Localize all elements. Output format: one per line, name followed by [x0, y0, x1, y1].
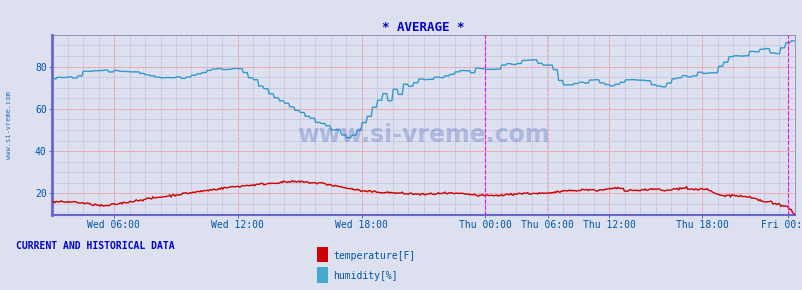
Text: temperature[F]: temperature[F]	[333, 251, 415, 261]
Title: * AVERAGE *: * AVERAGE *	[382, 21, 464, 34]
Text: humidity[%]: humidity[%]	[333, 271, 397, 281]
Text: www.si-vreme.com: www.si-vreme.com	[6, 91, 12, 159]
Text: CURRENT AND HISTORICAL DATA: CURRENT AND HISTORICAL DATA	[16, 241, 175, 251]
Text: www.si-vreme.com: www.si-vreme.com	[297, 124, 549, 148]
